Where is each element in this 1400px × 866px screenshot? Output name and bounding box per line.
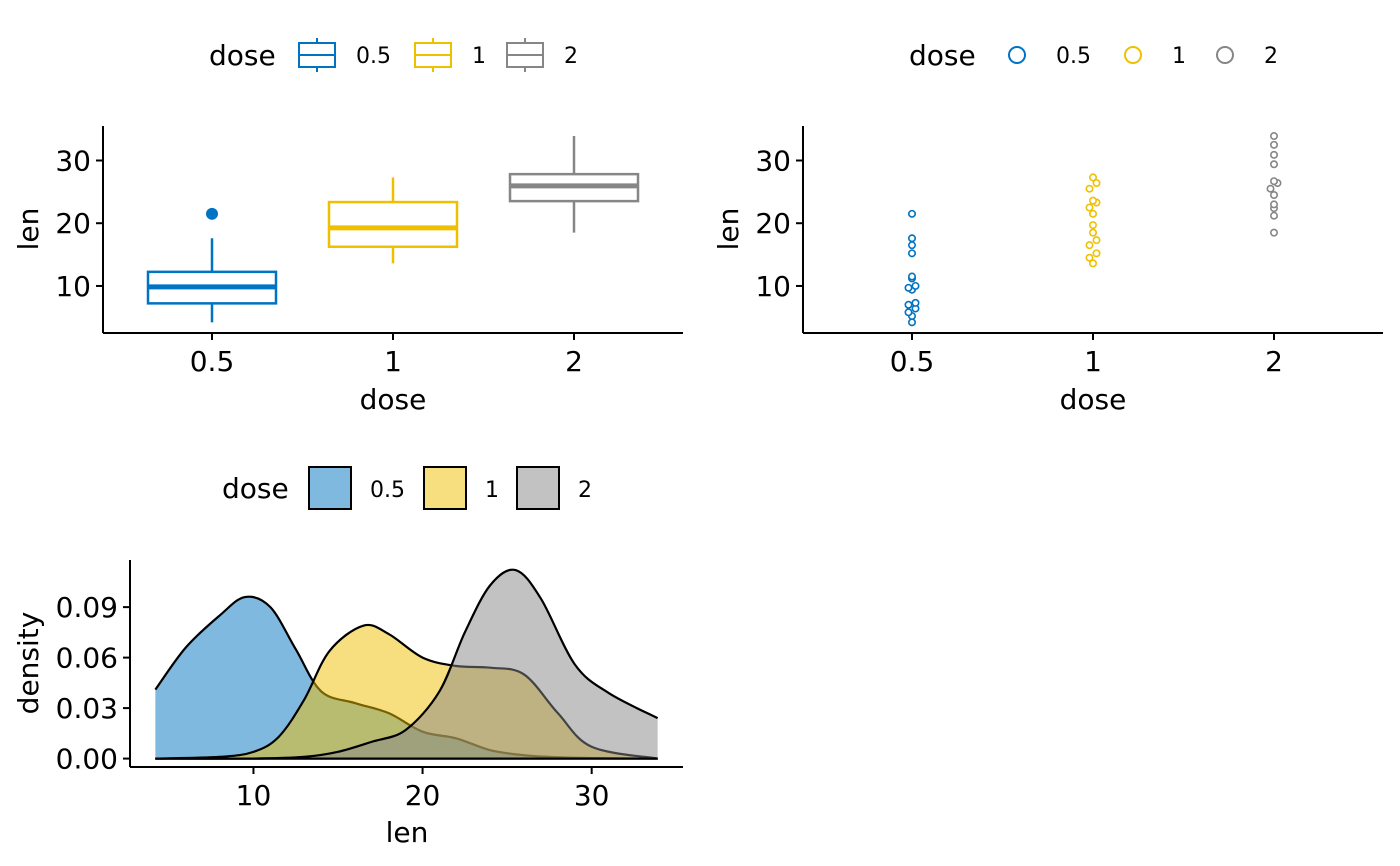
boxplot-legend: dose 0.5 1 2 (209, 38, 578, 72)
dotplot-legend-label: 0.5 (1056, 44, 1091, 69)
dotplot-point (1270, 160, 1279, 169)
boxplot-x-tick-label: 0.5 (190, 345, 235, 378)
dotplot-point (911, 281, 920, 290)
dotplot-point (911, 298, 920, 307)
boxplot-panel: dose 0.5 1 2 10 20 30 0.5 1 2 dose len (12, 38, 683, 416)
density-legend-title: dose (222, 472, 289, 505)
density-legend-label: 0.5 (370, 478, 405, 503)
dotplot-point (1270, 132, 1279, 141)
density-y-tick-label: 0.00 (56, 743, 118, 776)
dotplot-y-tick-label: 30 (755, 145, 791, 178)
dotplot-legend-key-1: 1 (1124, 44, 1186, 69)
dotplot-y-tick-label: 20 (755, 207, 791, 240)
boxplot-legend-key-1: 1 (414, 38, 486, 72)
density-panel: dose 0.5 1 2 0.00 0.03 0.06 0.09 10 20 30 len d… (12, 466, 683, 849)
boxplot-legend-label: 1 (472, 44, 486, 69)
density-x-tick-label: 10 (236, 779, 272, 812)
dotplot-point (1092, 179, 1101, 188)
density-legend-label: 2 (578, 478, 592, 503)
density-legend-key-1: 1 (423, 466, 499, 510)
dotplot-point (1266, 184, 1275, 193)
dotplot-legend-label: 1 (1172, 44, 1186, 69)
dotplot-point (1089, 196, 1098, 205)
boxplot-y-tick-label: 20 (55, 207, 91, 240)
dotplot-point (907, 318, 916, 327)
dotplot-point (1085, 241, 1094, 250)
box-dose-2 (508, 136, 640, 233)
density-line (155, 568, 659, 760)
dotplot-point (1089, 228, 1098, 237)
dotplot-series-1 (1085, 173, 1101, 268)
box-iqr (327, 200, 459, 249)
boxplot-legend-label: 0.5 (356, 44, 391, 69)
dotplot-point (1085, 253, 1094, 262)
density-legend-key-0.5: 0.5 (308, 466, 405, 510)
dotplot-point (1270, 140, 1279, 149)
density-series-2 (155, 568, 659, 760)
dotplot-x-tick-label: 0.5 (890, 345, 935, 378)
boxplot-legend-key-2: 2 (506, 38, 578, 72)
density-x-label: len (386, 816, 429, 849)
dotplot-point (1089, 173, 1098, 182)
dotplot-point (1085, 184, 1094, 193)
dotplot-point (907, 209, 916, 218)
dotplot-point (1092, 249, 1101, 258)
density-y-tick-label: 0.06 (56, 642, 118, 675)
density-legend: dose 0.5 1 2 (222, 466, 592, 510)
dotplot-x-label: dose (1060, 383, 1127, 416)
density-y-tick-label: 0.09 (56, 591, 118, 624)
boxplot-legend-title: dose (209, 39, 276, 72)
boxplot-y-tick-label: 10 (55, 270, 91, 303)
dotplot-point (907, 272, 916, 281)
boxplot-legend-label: 2 (564, 44, 578, 69)
box-dose-0.5 (146, 207, 278, 323)
dotplot-point (904, 300, 913, 309)
dotplot-point (1270, 211, 1279, 220)
boxplot-y-tick-label: 30 (55, 145, 91, 178)
dotplot-legend-label: 2 (1264, 44, 1278, 69)
dotplot-legend-title: dose (909, 39, 976, 72)
density-x-tick-label: 30 (574, 779, 610, 812)
dotplot-series-0.5 (904, 209, 920, 327)
dotplot-point (1089, 221, 1098, 230)
dotplot-x-tick-label: 1 (1084, 345, 1102, 378)
density-area (155, 596, 658, 759)
dotplot-point (907, 249, 916, 258)
dotplot-point (1089, 209, 1098, 218)
dotplot-point (907, 241, 916, 250)
density-legend-label: 1 (485, 478, 499, 503)
boxplot-x-tick-label: 2 (565, 345, 583, 378)
dotplot-y-tick-label: 10 (755, 270, 791, 303)
box-outlier (206, 207, 218, 220)
dotplot-series-2 (1266, 132, 1282, 237)
dotplot-point (904, 283, 913, 292)
density-y-tick-label: 0.03 (56, 692, 118, 725)
dotplot-point (1089, 259, 1098, 268)
boxplot-x-label: dose (360, 383, 427, 416)
boxplot-y-label: len (12, 208, 45, 251)
dotplot-point (1270, 150, 1279, 159)
dotplot-point (1270, 228, 1279, 237)
density-y-label: density (12, 612, 45, 715)
dotplot-legend-key-0.5: 0.5 (1008, 44, 1091, 69)
dotplot-panel: dose 0.5 1 2 10 20 30 0.5 1 2 dose len (712, 39, 1383, 416)
dotplot-legend-key-2: 2 (1216, 44, 1278, 69)
dotplot-point (907, 234, 916, 243)
dotplot-point (1092, 236, 1101, 245)
box-dose-1 (327, 177, 459, 264)
dotplot-y-label: len (712, 208, 745, 251)
dotplot-point (1270, 177, 1279, 186)
dotplot-legend: dose 0.5 1 2 (909, 39, 1278, 72)
density-x-tick-label: 20 (405, 779, 441, 812)
boxplot-legend-key-0.5: 0.5 (298, 38, 391, 72)
density-area (155, 569, 658, 759)
boxplot-x-tick-label: 1 (384, 345, 402, 378)
dotplot-point (1270, 191, 1279, 200)
dotplot-point (1270, 200, 1279, 209)
dotplot-x-tick-label: 2 (1265, 345, 1283, 378)
dotplot-point (1085, 203, 1094, 212)
density-legend-key-2: 2 (516, 466, 592, 510)
dotplot-point (904, 308, 913, 317)
